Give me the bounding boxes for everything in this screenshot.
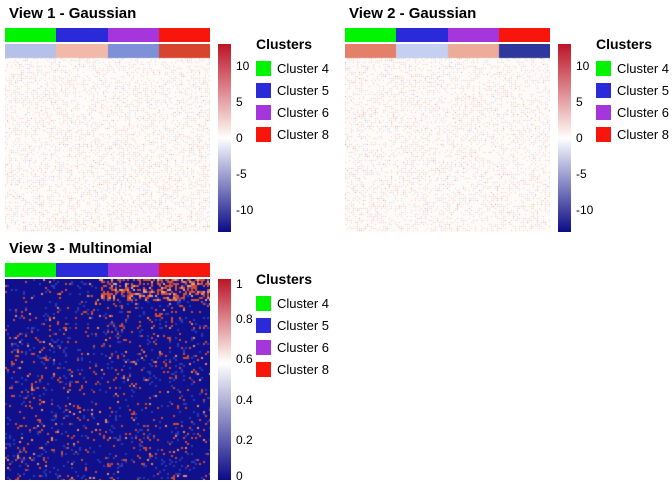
legend-title: Clusters — [256, 36, 313, 52]
legend-swatch — [596, 61, 611, 76]
colorbar — [218, 279, 231, 480]
legend-label: Cluster 5 — [617, 83, 670, 98]
heatmap-view2 — [345, 44, 550, 232]
legend-label: Cluster 4 — [617, 61, 670, 76]
legend-item: Cluster 4 — [256, 61, 329, 76]
legend-swatch — [256, 127, 271, 142]
colorbar-tick-label: 0.2 — [236, 432, 253, 447]
legend-item: Cluster 5 — [596, 83, 669, 98]
colorbar-tick-label: 0.8 — [236, 312, 253, 327]
cluster-annotation-segment — [345, 28, 397, 42]
cluster-annotation-segment — [107, 263, 159, 277]
legend-item: Cluster 8 — [596, 127, 669, 142]
legend-label: Cluster 4 — [277, 61, 330, 76]
legend-label: Cluster 4 — [277, 296, 330, 311]
legend-label: Cluster 8 — [277, 127, 330, 142]
cluster-annotation-segment — [396, 28, 448, 42]
cluster-annotation-segment — [5, 28, 57, 42]
colorbar-ticks: 10 5 0 -5 -10 — [236, 44, 272, 232]
cluster-annotation-segment — [158, 263, 210, 277]
cluster-legend: Clusters Cluster 4 Cluster 5 Cluster 6 Clus… — [256, 36, 329, 149]
legend-label: Cluster 6 — [617, 105, 670, 120]
legend-swatch — [256, 318, 271, 333]
colorbar-tick-label: 5 — [236, 94, 243, 109]
colorbar-tick-label: -5 — [576, 167, 587, 182]
colorbar-tick-label: 0.4 — [236, 392, 253, 407]
panel-view3-multinomial: View 3 - Multinomial 1 0.8 0.6 0.4 0.2 0 Clus… — [0, 235, 336, 483]
legend-item: Cluster 6 — [256, 340, 329, 355]
heatmap-view3 — [5, 279, 210, 480]
cluster-annotation-bar — [5, 263, 210, 277]
legend-item: Cluster 5 — [256, 83, 329, 98]
panel-title: View 3 - Multinomial — [9, 240, 153, 257]
cluster-annotation-bar — [345, 28, 550, 42]
legend-items: Cluster 4 Cluster 5 Cluster 6 Cluster 8 — [256, 61, 329, 142]
cluster-annotation-segment — [498, 28, 550, 42]
legend-swatch — [256, 362, 271, 377]
legend-swatch — [596, 105, 611, 120]
legend-swatch — [256, 83, 271, 98]
legend-item: Cluster 4 — [596, 61, 669, 76]
legend-item: Cluster 8 — [256, 127, 329, 142]
legend-title: Clusters — [596, 36, 653, 52]
panel-title: View 2 - Gaussian — [349, 5, 477, 22]
cluster-annotation-segment — [107, 28, 159, 42]
heatmap-view1 — [5, 44, 210, 232]
legend-swatch — [256, 61, 271, 76]
colorbar-tick-label: -5 — [236, 167, 247, 182]
cluster-annotation-segment — [158, 28, 210, 42]
legend-title: Clusters — [256, 271, 313, 287]
colorbar-tick-label: -10 — [236, 203, 254, 218]
legend-label: Cluster 6 — [277, 105, 330, 120]
legend-label: Cluster 6 — [277, 340, 330, 355]
legend-item: Cluster 6 — [596, 105, 669, 120]
legend-label: Cluster 8 — [617, 127, 670, 142]
colorbar — [218, 44, 231, 232]
legend-swatch — [596, 83, 611, 98]
legend-item: Cluster 5 — [256, 318, 329, 333]
colorbar-ticks: 10 5 0 -5 -10 — [576, 44, 612, 232]
panel-title: View 1 - Gaussian — [9, 5, 137, 22]
cluster-legend: Clusters Cluster 4 Cluster 5 Cluster 6 Clus… — [256, 271, 329, 384]
cluster-annotation-segment — [447, 28, 499, 42]
cluster-annotation-bar — [5, 28, 210, 42]
colorbar-tick-label: 10 — [236, 58, 250, 73]
colorbar-ticks: 1 0.8 0.6 0.4 0.2 0 — [236, 277, 272, 483]
legend-items: Cluster 4 Cluster 5 Cluster 6 Cluster 8 — [256, 296, 329, 377]
legend-items: Cluster 4 Cluster 5 Cluster 6 Cluster 8 — [596, 61, 669, 142]
cluster-annotation-segment — [56, 263, 108, 277]
colorbar-tick-label: 10 — [576, 58, 590, 73]
panel-view2-gaussian: View 2 - Gaussian 10 5 0 -5 -10 Clusters Clu… — [340, 0, 672, 235]
colorbar-tick-label: 0 — [576, 131, 583, 145]
legend-label: Cluster 5 — [277, 83, 330, 98]
cluster-legend: Clusters Cluster 4 Cluster 5 Cluster 6 Clus… — [596, 36, 669, 149]
colorbar-tick-label: -10 — [576, 203, 594, 218]
colorbar — [558, 44, 571, 232]
legend-swatch — [256, 105, 271, 120]
legend-swatch — [256, 296, 271, 311]
colorbar-tick-label: 0.6 — [236, 352, 253, 367]
legend-label: Cluster 5 — [277, 318, 330, 333]
legend-item: Cluster 6 — [256, 105, 329, 120]
legend-item: Cluster 8 — [256, 362, 329, 377]
legend-label: Cluster 8 — [277, 362, 330, 377]
legend-swatch — [596, 127, 611, 142]
colorbar-tick-label: 0 — [236, 131, 243, 145]
legend-item: Cluster 4 — [256, 296, 329, 311]
cluster-annotation-segment — [5, 263, 57, 277]
legend-swatch — [256, 340, 271, 355]
colorbar-tick-label: 5 — [576, 94, 583, 109]
colorbar-tick-label: 0 — [236, 469, 243, 483]
cluster-annotation-segment — [56, 28, 108, 42]
colorbar-tick-label: 1 — [236, 277, 243, 291]
panel-view1-gaussian: View 1 - Gaussian 10 5 0 -5 -10 Clusters Clu… — [0, 0, 336, 235]
